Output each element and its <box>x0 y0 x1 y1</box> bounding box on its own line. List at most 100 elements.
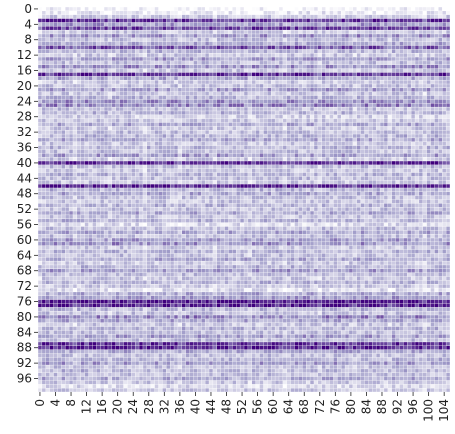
heatmap-cell <box>143 80 147 84</box>
heatmap-cell <box>201 45 205 50</box>
heatmap-cell <box>240 184 244 188</box>
heatmap-cell <box>143 165 147 169</box>
heatmap-cell <box>45 114 50 119</box>
heatmap-cell <box>275 30 279 34</box>
heatmap-cell <box>154 130 159 134</box>
heatmap-cell <box>259 141 264 146</box>
heatmap-cell <box>232 118 237 123</box>
heatmap-cell <box>42 176 46 181</box>
heatmap-cell <box>337 180 341 184</box>
heatmap-cell <box>69 141 73 146</box>
heatmap-cell <box>150 14 155 19</box>
heatmap-cell <box>337 84 341 88</box>
heatmap-cell <box>197 72 202 77</box>
heatmap-cell <box>446 88 450 92</box>
heatmap-cell <box>45 57 50 61</box>
heatmap-cell <box>65 61 69 65</box>
heatmap-cell <box>329 80 334 84</box>
heatmap-cell <box>49 180 54 184</box>
heatmap-cell <box>104 176 108 181</box>
heatmap-cell <box>372 138 376 142</box>
heatmap-cell <box>325 118 330 123</box>
heatmap-cell <box>310 68 314 73</box>
heatmap-cell <box>174 153 178 157</box>
heatmap-cell <box>329 141 334 146</box>
heatmap-cell <box>158 64 163 69</box>
heatmap-cell <box>399 149 404 154</box>
heatmap-cell <box>446 7 450 11</box>
heatmap-cell <box>364 153 369 157</box>
heatmap-cell <box>112 14 116 19</box>
heatmap-cell <box>92 172 97 177</box>
heatmap-cell <box>170 76 174 80</box>
heatmap-cell <box>166 99 170 104</box>
heatmap-cell <box>84 57 89 61</box>
heatmap-cell <box>372 26 376 30</box>
heatmap-cell <box>158 37 163 42</box>
heatmap-cell <box>411 157 415 161</box>
heatmap-cell <box>127 134 132 138</box>
heatmap-cell <box>236 53 240 57</box>
heatmap-cell <box>73 30 77 34</box>
heatmap-cell <box>446 14 450 19</box>
heatmap-cell <box>108 180 112 184</box>
heatmap-cell <box>244 91 248 96</box>
heatmap-cell <box>158 149 163 154</box>
heatmap-cell <box>267 18 272 23</box>
heatmap-cell <box>321 157 326 161</box>
heatmap-cell <box>232 153 237 157</box>
heatmap-cell <box>422 11 427 15</box>
heatmap-cell <box>232 91 237 96</box>
heatmap-cell <box>399 68 404 73</box>
heatmap-cell <box>349 11 353 15</box>
heatmap-cell <box>251 141 256 146</box>
heatmap-cell <box>139 161 143 165</box>
heatmap-cell <box>57 22 62 27</box>
heatmap-cell <box>310 95 314 100</box>
heatmap-cell <box>216 14 221 19</box>
heatmap-cell <box>387 18 392 23</box>
heatmap-cell <box>96 57 101 61</box>
heatmap-cell <box>259 72 264 77</box>
heatmap-cell <box>127 45 132 50</box>
heatmap-cell <box>434 45 439 50</box>
heatmap-cell <box>345 22 349 27</box>
heatmap-cell <box>178 14 182 19</box>
heatmap-cell <box>216 176 221 181</box>
heatmap-cell <box>306 72 310 77</box>
heatmap-cell <box>49 134 54 138</box>
heatmap-cell <box>178 149 182 154</box>
heatmap-cell <box>380 76 384 80</box>
heatmap-cell <box>205 45 209 50</box>
heatmap-cell <box>170 138 174 142</box>
heatmap-cell <box>333 153 338 157</box>
heatmap-cell <box>360 172 365 177</box>
heatmap-cell <box>286 130 291 134</box>
heatmap-cell <box>170 88 174 92</box>
heatmap-cell <box>403 64 408 69</box>
heatmap-cell <box>368 34 373 38</box>
heatmap-cell <box>356 88 361 92</box>
heatmap-cell <box>384 84 388 88</box>
heatmap-cell <box>353 30 357 34</box>
heatmap-cell <box>376 122 380 127</box>
heatmap-cell <box>341 111 345 115</box>
heatmap-cell <box>267 114 272 119</box>
heatmap-cell <box>434 26 439 30</box>
heatmap-cell <box>119 95 124 100</box>
heatmap-cell <box>228 176 233 181</box>
heatmap-cell <box>267 153 272 157</box>
heatmap-cell <box>162 134 167 138</box>
heatmap-cell <box>61 37 66 42</box>
heatmap-cell <box>422 18 427 23</box>
heatmap-cell <box>426 7 431 11</box>
heatmap-cell <box>263 11 268 15</box>
heatmap-cell <box>166 41 170 46</box>
heatmap-cell <box>353 141 357 146</box>
heatmap-cell <box>178 18 182 23</box>
heatmap-cell <box>42 95 46 100</box>
heatmap-cell <box>251 64 256 69</box>
heatmap-cell <box>364 37 369 42</box>
heatmap-cell <box>321 153 326 157</box>
heatmap-cell <box>205 80 209 84</box>
